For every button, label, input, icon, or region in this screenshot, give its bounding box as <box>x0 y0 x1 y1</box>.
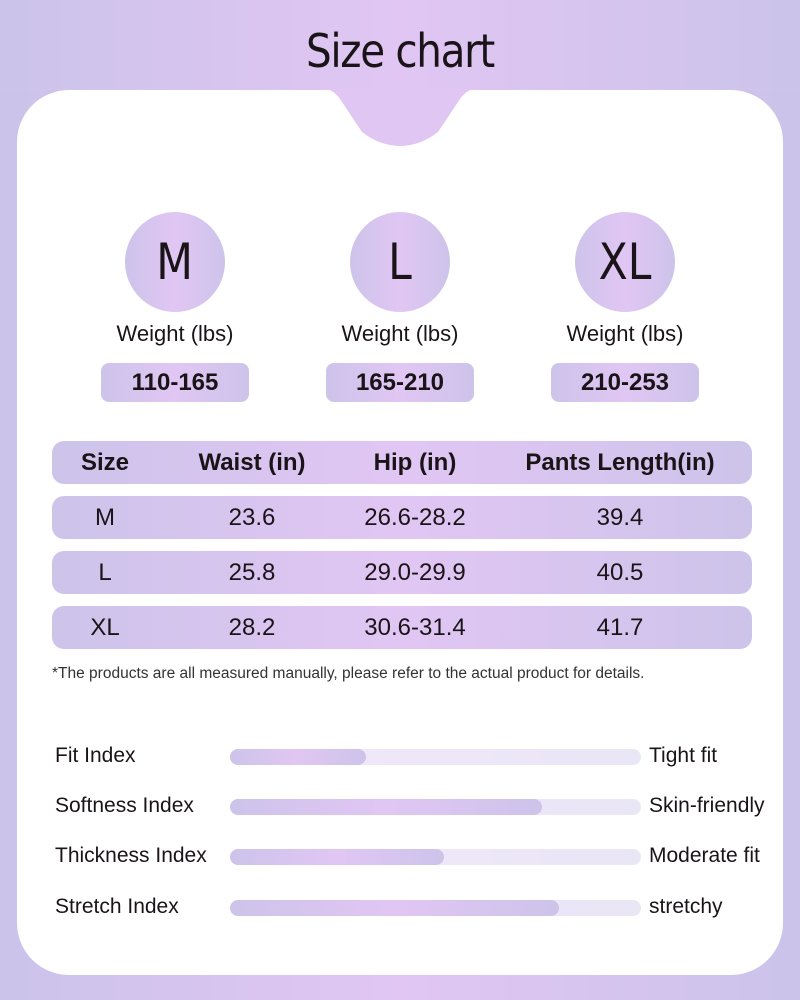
index-row: Fit Index Tight fit <box>55 742 795 772</box>
size-circle: XL <box>575 212 675 312</box>
index-bar <box>230 799 641 815</box>
index-bar <box>230 849 641 865</box>
weight-label: Weight (lbs) <box>341 321 459 346</box>
column-header: Pants Length(in) <box>525 449 715 476</box>
index-bar <box>230 749 641 765</box>
table-cell: M <box>95 504 115 531</box>
table-cell: 30.6-31.4 <box>364 614 466 641</box>
size-letter: XL <box>598 233 652 291</box>
column-header: Waist (in) <box>198 449 306 476</box>
weight-label: Weight (lbs) <box>116 321 234 346</box>
table-cell: 39.4 <box>596 504 644 531</box>
index-bar-fill <box>230 900 559 916</box>
index-row: Thickness Index Moderate fit <box>55 842 795 872</box>
table-row: M 23.6 26.6-28.2 39.4 <box>52 496 752 539</box>
size-letter: L <box>388 233 412 291</box>
title-notch <box>0 88 800 146</box>
index-label: Thickness Index <box>55 844 207 867</box>
weight-label: Weight (lbs) <box>566 321 684 346</box>
index-bar-fill <box>230 799 543 815</box>
table-cell: 41.7 <box>596 614 644 641</box>
table-cell: XL <box>90 614 120 641</box>
size-circle: L <box>350 212 450 312</box>
index-value: stretchy <box>649 895 723 918</box>
weight-range: 165-210 <box>326 363 474 402</box>
size-badge: XL <box>575 212 675 312</box>
index-row: Softness Index Skin-friendly <box>55 792 795 822</box>
table-cell: 28.2 <box>228 614 276 641</box>
index-value: Skin-friendly <box>649 794 765 817</box>
index-bar-fill <box>230 749 366 765</box>
table-cell: L <box>98 559 112 586</box>
size-badge: M <box>125 212 225 312</box>
table-row: L 25.8 29.0-29.9 40.5 <box>52 551 752 594</box>
index-value: Moderate fit <box>649 844 760 867</box>
table-header: Size Waist (in) Hip (in) Pants Length(in) <box>52 441 752 484</box>
size-letter: M <box>156 233 194 291</box>
index-value: Tight fit <box>649 744 718 767</box>
weight-range: 210-253 <box>551 363 699 402</box>
weight-range: 110-165 <box>101 363 249 402</box>
index-bar <box>230 900 641 916</box>
table-cell: 29.0-29.9 <box>364 559 466 586</box>
index-label: Softness Index <box>55 794 194 817</box>
table-cell: 40.5 <box>596 559 644 586</box>
table-cell: 26.6-28.2 <box>364 504 466 531</box>
measurement-note: *The products are all measured manually,… <box>52 665 645 682</box>
table-row: XL 28.2 30.6-31.4 41.7 <box>52 606 752 649</box>
index-bar-fill <box>230 849 444 865</box>
index-label: Fit Index <box>55 744 136 767</box>
table-cell: 23.6 <box>228 504 276 531</box>
size-circle: M <box>125 212 225 312</box>
size-badge: L <box>350 212 450 312</box>
index-row: Stretch Index stretchy <box>55 893 795 923</box>
index-label: Stretch Index <box>55 895 179 918</box>
page-title: Size chart <box>305 24 495 78</box>
column-header: Hip (in) <box>373 449 457 476</box>
column-header: Size <box>80 449 130 476</box>
table-cell: 25.8 <box>228 559 276 586</box>
